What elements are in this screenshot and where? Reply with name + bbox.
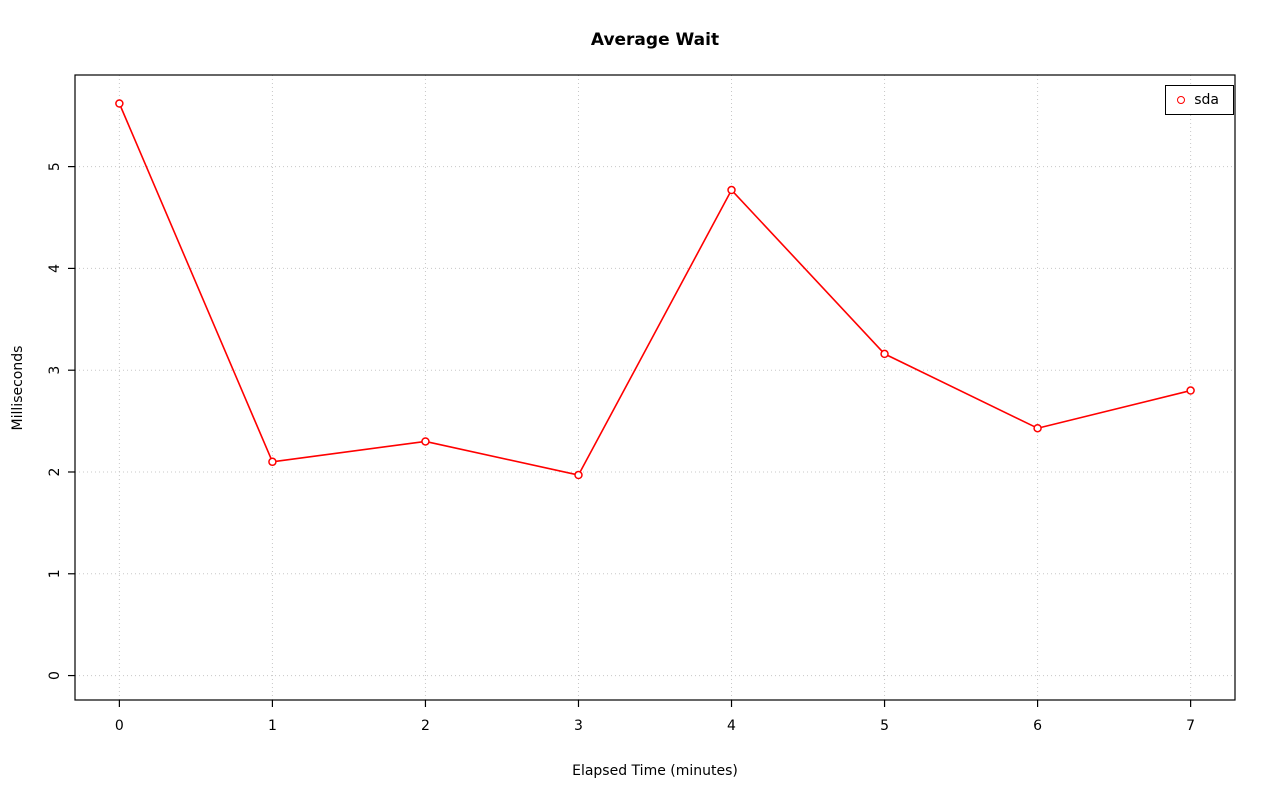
x-tick-label: 6	[1033, 718, 1042, 734]
x-tick-label: 2	[421, 718, 430, 734]
open-circle-icon	[1177, 96, 1186, 104]
data-point-marker	[1033, 423, 1042, 433]
y-tick-label: 2	[47, 468, 63, 477]
y-tick-label: 3	[47, 366, 63, 375]
legend: sda	[1165, 85, 1234, 115]
x-axis-label: Elapsed Time (minutes)	[572, 763, 738, 779]
data-point-marker	[880, 349, 889, 359]
x-tick-label: 1	[268, 718, 277, 734]
plot-border	[74, 74, 1236, 701]
data-point-marker	[574, 470, 583, 480]
x-tick-label: 0	[115, 718, 124, 734]
x-tick-label: 3	[574, 718, 583, 734]
y-axis-label: Milliseconds	[10, 345, 26, 431]
data-point-marker	[115, 99, 124, 108]
y-tick-label: 4	[47, 264, 63, 273]
y-tick-label: 0	[47, 671, 63, 680]
y-tick-label: 1	[47, 569, 63, 578]
data-point-marker	[727, 185, 736, 195]
y-tick-label: 5	[47, 162, 63, 171]
x-tick-label: 4	[727, 718, 736, 734]
legend-label: sda	[1194, 92, 1219, 108]
series-line	[118, 102, 1192, 476]
data-point-marker	[1186, 386, 1195, 395]
x-tick-label: 5	[880, 718, 889, 734]
x-tick-label: 7	[1186, 718, 1195, 734]
data-point-marker	[421, 437, 430, 446]
data-point-marker	[268, 457, 277, 467]
chart-title: Average Wait	[590, 30, 720, 50]
